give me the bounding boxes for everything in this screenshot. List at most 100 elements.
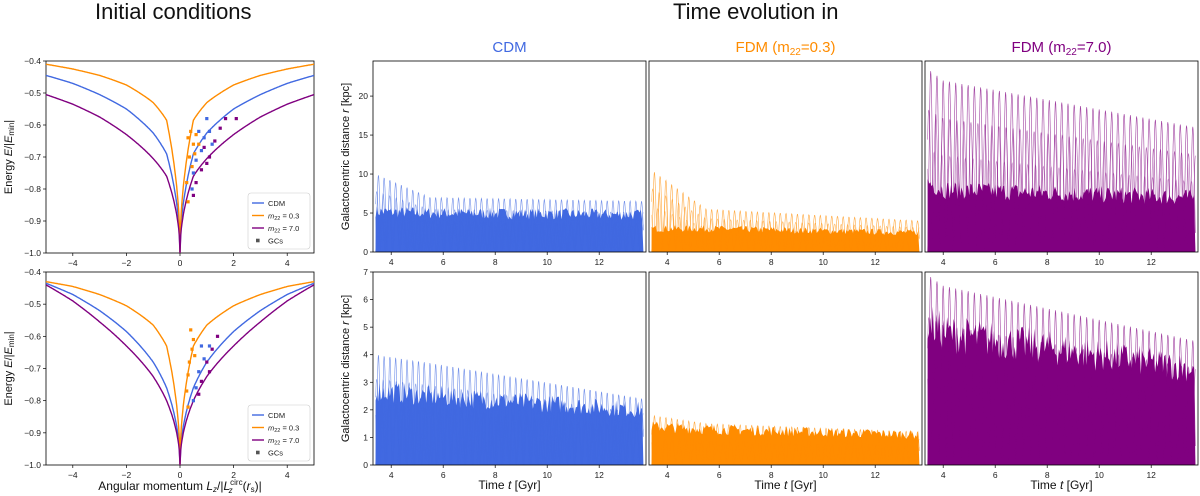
y-tick-label: 0: [363, 460, 368, 470]
gc-point: [202, 357, 206, 361]
y-tick-label: −0.9: [24, 428, 41, 438]
y-tick-label: −0.8: [24, 396, 41, 406]
orbit-traces: [651, 414, 920, 465]
x-tick-label: 2: [231, 258, 236, 268]
plot-frame: [372, 271, 647, 466]
gc-point: [186, 136, 190, 140]
x-axis-label-time: Time t [Gyr]: [754, 478, 816, 492]
plot-frame: [924, 60, 1199, 253]
orbit-trace: [375, 209, 644, 252]
gc-point: [197, 142, 201, 146]
x-tick-label: 8: [769, 257, 774, 267]
gc-point: [197, 370, 201, 374]
x-tick-label: 8: [1045, 470, 1050, 480]
gc-point: [185, 181, 189, 185]
orbit-traces: [375, 175, 644, 252]
x-tick-label: 8: [493, 470, 498, 480]
gc-point: [193, 354, 197, 358]
y-tick-label: 15: [359, 130, 369, 140]
y-tick-label: −0.5: [24, 88, 41, 98]
x-tick-label: −4: [68, 258, 78, 268]
gc-point: [187, 360, 191, 364]
legend-label: m22 = 0.3: [268, 212, 299, 223]
legend-label: GCs: [268, 449, 283, 458]
y-tick-label: 5: [363, 322, 368, 332]
x-tick-label: 12: [594, 257, 604, 267]
x-tick-label: −2: [122, 470, 132, 480]
x-tick-label: 4: [285, 258, 290, 268]
gc-point: [186, 200, 190, 204]
x-tick-label: 10: [818, 470, 828, 480]
y-tick-label: −0.6: [24, 331, 41, 341]
y-axis-label: Energy E/|Emin|: [3, 120, 16, 194]
gc-point: [194, 158, 198, 162]
x-tick-label: 12: [1146, 470, 1156, 480]
gc-point: [190, 347, 194, 351]
gc-point: [190, 165, 194, 169]
gc-point: [199, 379, 204, 383]
gc-point: [191, 193, 195, 197]
x-tick-label: 6: [717, 470, 722, 480]
y-axis-label: Energy E/|Emin|: [3, 331, 16, 405]
gc-point: [191, 337, 195, 342]
legend-label: m22 = 7.0: [268, 436, 299, 447]
y-tick-label: −0.7: [24, 152, 41, 162]
x-tick-label: 10: [818, 257, 828, 267]
time-evolution-panel-2-2: 4 6 8 10 12 Time t [Gyr]: [648, 271, 923, 492]
orbit-trace: [927, 360, 1196, 465]
y-tick-label: −0.6: [24, 120, 41, 130]
time-evolution-heading: Time evolution in: [673, 0, 839, 24]
x-tick-label: 10: [1094, 470, 1104, 480]
initial-conditions-heading: Initial conditions: [95, 0, 252, 24]
x-tick-label: 6: [993, 470, 998, 480]
gc-point: [189, 129, 193, 133]
gc-point: [186, 373, 190, 377]
orbit-traces: [375, 355, 644, 465]
gc-point: [202, 136, 206, 140]
y-tick-label: 1: [363, 432, 368, 442]
plot-frame: [648, 60, 923, 253]
gc-point: [210, 347, 214, 351]
gc-point: [223, 117, 228, 121]
orbit-traces: [651, 172, 920, 252]
y-axis-label-distance: Galactocentric distance r [kpc]: [340, 83, 352, 230]
orbit-traces: [927, 71, 1196, 252]
y-tick-label: 10: [359, 169, 369, 179]
legend-label: m22 = 0.3: [268, 424, 299, 435]
gc-point: [189, 328, 193, 332]
x-tick-label: 6: [441, 257, 446, 267]
y-tick-label: −0.9: [24, 216, 41, 226]
y-tick-label: 6: [363, 295, 368, 305]
orbit-trace: [375, 403, 644, 465]
orbit-trace: [651, 426, 920, 465]
x-tick-label: 12: [594, 470, 604, 480]
x-tick-label: 12: [1146, 257, 1156, 267]
gc-point: [199, 168, 204, 172]
legend-label: GCs: [268, 237, 283, 246]
x-tick-label: 4: [389, 470, 394, 480]
time-evolution-panel-1-3: 4 6 8 10 12: [924, 60, 1199, 267]
x-tick-label: 4: [941, 257, 946, 267]
plot-frame: [924, 271, 1199, 466]
legend-box: [247, 404, 311, 462]
x-tick-label: 0: [178, 258, 183, 268]
x-tick-label: −2: [122, 258, 132, 268]
time-evolution-panel-2-3: 4 6 8 10 12 Time t [Gyr]: [924, 271, 1199, 492]
x-tick-label: 4: [941, 470, 946, 480]
gc-point: [207, 155, 212, 159]
column-title-2: FDM (m22=0.3): [736, 39, 836, 58]
x-tick-label: 6: [993, 257, 998, 267]
x-tick-label: 4: [389, 257, 394, 267]
gc-point: [199, 344, 204, 348]
legend-label: m22 = 7.0: [268, 224, 299, 235]
gc-point: [197, 392, 201, 396]
legend-swatch: [256, 238, 260, 243]
legend-label: CDM: [268, 411, 285, 420]
y-tick-label: −0.4: [24, 56, 41, 66]
x-axis-label-time: Time t [Gyr]: [478, 478, 540, 492]
x-tick-label: 10: [1094, 257, 1104, 267]
gc-point: [207, 344, 212, 348]
